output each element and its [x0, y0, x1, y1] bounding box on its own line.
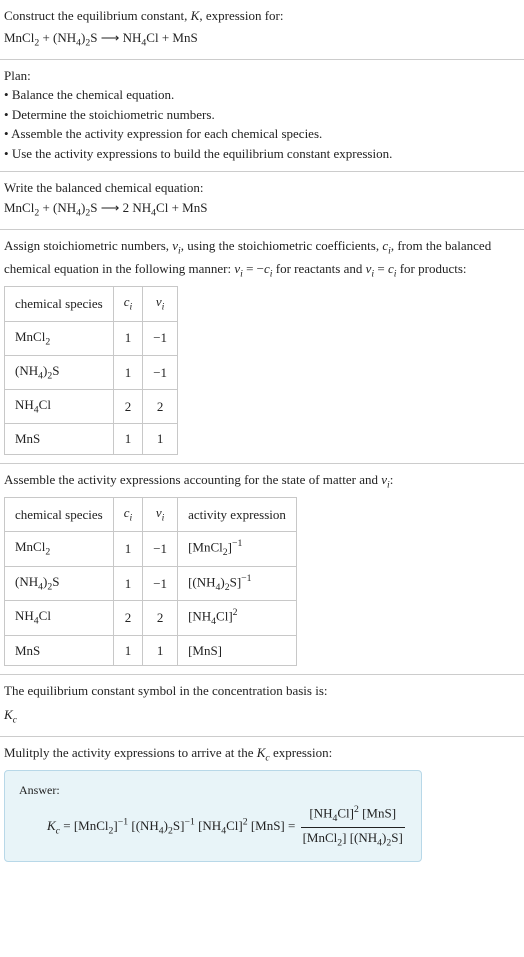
table-row: (NH4)2S 1 −1 [(NH4)2S]−1: [5, 566, 297, 601]
final-intro: Mulitply the activity expressions to arr…: [4, 743, 520, 766]
question-header: Construct the equilibrium constant, K, e…: [0, 0, 524, 59]
col-species: chemical species: [5, 287, 114, 321]
answer-box: Answer: Kc = [MnCl2]−1 [(NH4)2S]−1 [NH4C…: [4, 770, 422, 862]
col-activity: activity expression: [178, 497, 297, 531]
cell-ci: 2: [113, 390, 143, 424]
cell-ci: 1: [113, 532, 143, 567]
col-vi: νi: [143, 287, 178, 321]
cell-vi: 1: [143, 424, 178, 455]
plan-item: Use the activity expressions to build th…: [4, 144, 520, 164]
cell-vi: 2: [143, 390, 178, 424]
table-row: NH4Cl 2 2 [NH4Cl]2: [5, 601, 297, 636]
cell-species: (NH4)2S: [5, 566, 114, 601]
cell-vi: −1: [143, 355, 178, 389]
cell-expr: [NH4Cl]2: [178, 601, 297, 636]
cell-species: NH4Cl: [5, 601, 114, 636]
table-row: (NH4)2S 1 −1: [5, 355, 178, 389]
plan-item: Determine the stoichiometric numbers.: [4, 105, 520, 125]
cell-species: MnCl2: [5, 532, 114, 567]
kc-symbol-section: The equilibrium constant symbol in the c…: [0, 675, 524, 736]
balanced-equation: MnCl2 + (NH4)2S ⟶ 2 NH4Cl + MnS: [4, 198, 520, 221]
col-ci: ci: [113, 287, 143, 321]
cell-vi: 2: [143, 601, 178, 636]
balanced-section: Write the balanced chemical equation: Mn…: [0, 172, 524, 229]
table-row: MnCl2 1 −1 [MnCl2]−1: [5, 532, 297, 567]
cell-vi: −1: [143, 321, 178, 355]
cell-ci: 1: [113, 321, 143, 355]
answer-fraction: [NH4Cl]2 [MnS][MnCl2] [(NH4)2S]: [301, 803, 405, 851]
activity-table: chemical species ci νi activity expressi…: [4, 497, 297, 666]
cell-expr: [(NH4)2S]−1: [178, 566, 297, 601]
stoich-section: Assign stoichiometric numbers, νi, using…: [0, 230, 524, 463]
cell-ci: 1: [113, 566, 143, 601]
answer-label: Answer:: [19, 781, 407, 799]
cell-species: MnS: [5, 635, 114, 666]
table-header-row: chemical species ci νi activity expressi…: [5, 497, 297, 531]
stoich-table: chemical species ci νi MnCl2 1 −1 (NH4)2…: [4, 286, 178, 454]
cell-vi: −1: [143, 532, 178, 567]
table-row: MnS 1 1 [MnS]: [5, 635, 297, 666]
title-prefix: Construct the equilibrium constant,: [4, 8, 191, 23]
plan-item: Balance the chemical equation.: [4, 85, 520, 105]
col-vi: νi: [143, 497, 178, 531]
answer-denominator: [MnCl2] [(NH4)2S]: [301, 828, 405, 851]
plan-title: Plan:: [4, 66, 520, 86]
cell-species: MnCl2: [5, 321, 114, 355]
table-row: NH4Cl 2 2: [5, 390, 178, 424]
cell-species: MnS: [5, 424, 114, 455]
kc-symbol: Kc: [4, 705, 520, 728]
answer-expression: Kc = [MnCl2]−1 [(NH4)2S]−1 [NH4Cl]2 [MnS…: [19, 803, 407, 851]
plan-list: Balance the chemical equation. Determine…: [4, 85, 520, 163]
stoich-intro: Assign stoichiometric numbers, νi, using…: [4, 236, 520, 282]
title-suffix: , expression for:: [199, 8, 283, 23]
activity-section: Assemble the activity expressions accoun…: [0, 464, 524, 675]
cell-species: NH4Cl: [5, 390, 114, 424]
plan-section: Plan: Balance the chemical equation. Det…: [0, 60, 524, 172]
cell-ci: 1: [113, 424, 143, 455]
unbalanced-equation: MnCl2 + (NH4)2S ⟶ NH4Cl + MnS: [4, 28, 520, 51]
cell-ci: 1: [113, 355, 143, 389]
table-row: MnCl2 1 −1: [5, 321, 178, 355]
answer-lhs: Kc = [MnCl2]−1 [(NH4)2S]−1 [NH4Cl]2 [MnS…: [47, 818, 299, 833]
activity-intro: Assemble the activity expressions accoun…: [4, 470, 520, 493]
kc-intro: The equilibrium constant symbol in the c…: [4, 681, 520, 701]
balanced-title: Write the balanced chemical equation:: [4, 178, 520, 198]
col-species: chemical species: [5, 497, 114, 531]
answer-numerator: [NH4Cl]2 [MnS]: [301, 803, 405, 828]
cell-vi: 1: [143, 635, 178, 666]
cell-vi: −1: [143, 566, 178, 601]
table-row: MnS 1 1: [5, 424, 178, 455]
plan-item: Assemble the activity expression for eac…: [4, 124, 520, 144]
final-section: Mulitply the activity expressions to arr…: [0, 737, 524, 870]
table-header-row: chemical species ci νi: [5, 287, 178, 321]
cell-ci: 2: [113, 601, 143, 636]
cell-species: (NH4)2S: [5, 355, 114, 389]
col-ci: ci: [113, 497, 143, 531]
title-line: Construct the equilibrium constant, K, e…: [4, 6, 520, 26]
cell-expr: [MnCl2]−1: [178, 532, 297, 567]
cell-expr: [MnS]: [178, 635, 297, 666]
cell-ci: 1: [113, 635, 143, 666]
